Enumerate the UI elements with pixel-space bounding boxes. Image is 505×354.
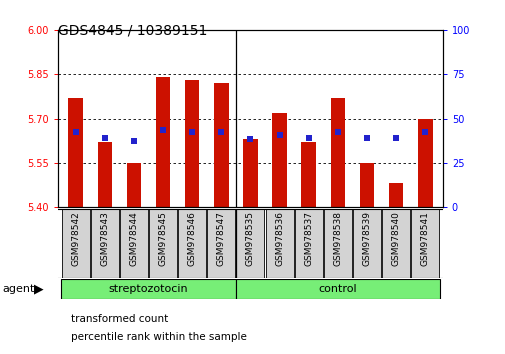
Text: GSM978541: GSM978541 xyxy=(420,211,429,266)
Bar xyxy=(330,98,344,207)
Point xyxy=(246,136,254,142)
Bar xyxy=(149,209,177,278)
Point xyxy=(420,129,428,135)
Point xyxy=(217,129,225,135)
Point xyxy=(333,129,341,135)
Bar xyxy=(61,279,235,299)
Bar xyxy=(352,209,380,278)
Bar xyxy=(184,80,199,207)
Bar xyxy=(236,209,264,278)
Bar xyxy=(265,209,293,278)
Text: GSM978535: GSM978535 xyxy=(245,211,255,266)
Text: percentile rank within the sample: percentile rank within the sample xyxy=(71,332,246,342)
Bar xyxy=(359,163,374,207)
Bar xyxy=(90,209,119,278)
Bar xyxy=(381,209,410,278)
Text: GSM978547: GSM978547 xyxy=(217,211,225,266)
Text: ▶: ▶ xyxy=(34,282,44,295)
Point xyxy=(362,135,370,141)
Text: GSM978545: GSM978545 xyxy=(158,211,167,266)
Bar xyxy=(388,183,402,207)
Bar xyxy=(235,279,439,299)
Text: GSM978542: GSM978542 xyxy=(71,211,80,266)
Text: GSM978544: GSM978544 xyxy=(129,211,138,266)
Text: GSM978539: GSM978539 xyxy=(362,211,371,266)
Bar xyxy=(68,98,83,207)
Text: GSM978537: GSM978537 xyxy=(304,211,313,266)
Text: GSM978536: GSM978536 xyxy=(275,211,283,266)
Text: transformed count: transformed count xyxy=(71,314,168,324)
Bar xyxy=(207,209,235,278)
Bar xyxy=(411,209,438,278)
Bar xyxy=(272,113,286,207)
Point xyxy=(159,127,167,133)
Text: agent: agent xyxy=(3,284,35,294)
Bar xyxy=(417,119,432,207)
Bar xyxy=(62,209,89,278)
Point xyxy=(391,135,399,141)
Point xyxy=(304,135,312,141)
Bar xyxy=(120,209,147,278)
Point xyxy=(275,132,283,138)
Text: GSM978538: GSM978538 xyxy=(333,211,342,266)
Point xyxy=(100,135,109,141)
Bar xyxy=(301,142,316,207)
Text: GDS4845 / 10389151: GDS4845 / 10389151 xyxy=(58,23,207,37)
Bar xyxy=(294,209,322,278)
Text: control: control xyxy=(318,284,357,294)
Bar xyxy=(178,209,206,278)
Bar xyxy=(214,83,228,207)
Bar xyxy=(97,142,112,207)
Text: streptozotocin: streptozotocin xyxy=(109,284,188,294)
Bar xyxy=(126,163,141,207)
Bar xyxy=(323,209,351,278)
Point xyxy=(188,129,196,135)
Bar xyxy=(156,77,170,207)
Text: GSM978540: GSM978540 xyxy=(391,211,400,266)
Text: GSM978546: GSM978546 xyxy=(187,211,196,266)
Point xyxy=(130,138,138,143)
Text: GSM978543: GSM978543 xyxy=(100,211,109,266)
Point xyxy=(72,129,80,135)
Bar xyxy=(243,139,257,207)
